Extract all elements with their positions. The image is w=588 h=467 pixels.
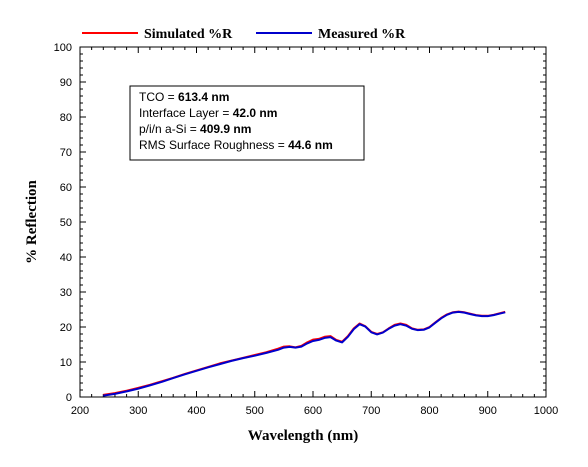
series-line-simulated <box>103 310 506 396</box>
x-tick-label: 500 <box>246 405 264 417</box>
x-tick-label: 800 <box>420 405 438 417</box>
y-tick-label: 10 <box>60 357 72 369</box>
series-line-measured <box>103 310 506 397</box>
x-tick-label: 400 <box>187 405 205 417</box>
y-tick-label: 90 <box>60 77 72 89</box>
series-layer <box>103 310 506 397</box>
legend: Simulated %R Measured %R <box>82 27 406 42</box>
annotation-label: RMS Surface Roughness = <box>139 138 288 152</box>
y-tick-label: 80 <box>60 112 72 124</box>
x-tick-label: 200 <box>71 405 89 417</box>
annotation-label: Interface Layer = <box>139 106 233 120</box>
annotation-line: RMS Surface Roughness = 44.6 nm <box>139 138 333 152</box>
legend-label: Measured %R <box>318 27 406 42</box>
annotation-label: TCO = <box>139 90 178 104</box>
y-tick-label: 50 <box>60 217 72 229</box>
annotation-value: 42.0 nm <box>233 106 278 120</box>
x-tick-label: 1000 <box>534 405 558 417</box>
x-tick-label: 700 <box>362 405 380 417</box>
y-tick-label: 70 <box>60 147 72 159</box>
y-tick-label: 60 <box>60 182 72 194</box>
x-tick-label: 300 <box>129 405 147 417</box>
y-tick-label: 20 <box>60 322 72 334</box>
y-axis-title: % Reflection <box>24 179 40 263</box>
annotation-line: p/i/n a-Si = 409.9 nm <box>139 122 251 136</box>
y-tick-label: 40 <box>60 252 72 264</box>
annotation-frame <box>129 85 365 161</box>
y-tick-label: 0 <box>66 392 72 404</box>
annotation-label: p/i/n a-Si = <box>139 122 200 136</box>
annotation-line: Interface Layer = 42.0 nm <box>139 106 277 120</box>
y-tick-label: 30 <box>60 287 72 299</box>
annotation-value: 44.6 nm <box>288 138 333 152</box>
x-tick-label: 600 <box>304 405 322 417</box>
annotation-line: TCO = 613.4 nm <box>139 90 229 104</box>
x-tick-label: 900 <box>479 405 497 417</box>
annotation-value: 613.4 nm <box>178 90 229 104</box>
x-axis-title: Wavelength (nm) <box>248 428 358 444</box>
legend-label: Simulated %R <box>144 27 233 42</box>
annotation-box: TCO = 613.4 nm Interface Layer = 42.0 nm p… <box>129 85 365 161</box>
axes: 200 300 400 500 600 700 800 900 1000 0 10 20 30 40 50 6… <box>54 42 559 417</box>
y-tick-label: 100 <box>54 42 72 54</box>
annotation-value: 409.9 nm <box>200 122 251 136</box>
